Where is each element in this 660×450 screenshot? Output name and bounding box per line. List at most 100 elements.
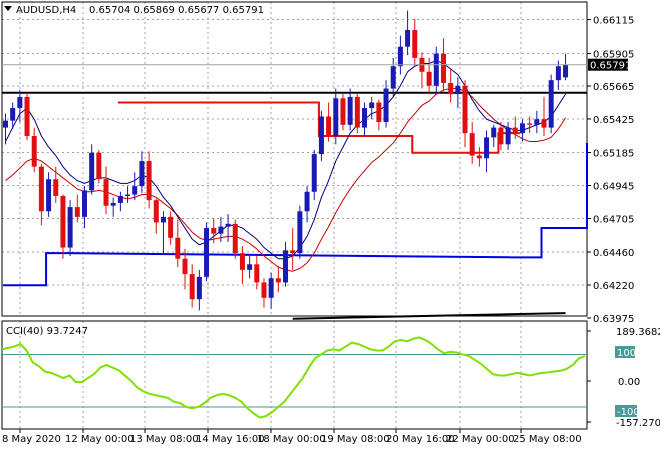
candle-body <box>505 127 511 145</box>
candle-body <box>139 161 145 187</box>
candle-body <box>347 96 353 125</box>
price-pane[interactable] <box>1 1 588 320</box>
dropdown-triangle-icon[interactable] <box>4 6 12 11</box>
candle-body <box>254 264 260 283</box>
candle-body <box>527 123 533 125</box>
time-tick-label: 8 May 2020 <box>2 434 61 445</box>
current-price-tag-bg <box>588 58 628 71</box>
time-tick-label: 20 May 16:00 <box>386 434 455 445</box>
trend-line[interactable] <box>292 312 566 320</box>
price-tick-label: 0.65425 <box>593 115 634 126</box>
candle-body <box>311 154 317 192</box>
candle-body <box>74 207 80 217</box>
time-tick-label: 14 May 16:00 <box>196 434 265 445</box>
time-tick-label: 22 May 00:00 <box>446 434 515 445</box>
blue-step-segment <box>3 142 588 287</box>
price-tick-label: 0.65185 <box>593 149 634 160</box>
candle-body <box>433 53 439 86</box>
candle-body <box>103 179 109 206</box>
candle-body <box>160 216 166 223</box>
candle-body <box>412 29 418 58</box>
candle-body <box>369 102 375 109</box>
price-tick-label: 0.65665 <box>593 82 634 93</box>
cci-pane-frame <box>1 320 588 430</box>
candle-body <box>519 123 525 134</box>
candle-body <box>512 127 518 134</box>
candle-body <box>333 98 339 136</box>
candle-body <box>548 80 554 128</box>
price-tick-label: 0.64460 <box>593 248 634 259</box>
candle-body <box>3 120 8 128</box>
candle-body <box>376 102 382 123</box>
candle-body <box>247 264 253 270</box>
candle-body <box>189 274 195 300</box>
candle-body <box>426 71 432 86</box>
price-tick-label: 0.65905 <box>593 50 634 61</box>
candle-body <box>153 200 159 223</box>
candle-body <box>448 82 454 95</box>
candle-body <box>326 116 332 136</box>
candle-body <box>117 195 123 203</box>
candle-body <box>89 152 95 191</box>
ohlc-label: 0.65704 0.65869 0.65677 0.65791 <box>89 5 264 16</box>
grid-lines <box>2 2 587 429</box>
price-tick-label: 0.64705 <box>593 215 634 226</box>
cci-level-tag-bg <box>615 405 637 417</box>
candle-body <box>290 250 296 254</box>
candle-body <box>555 66 561 81</box>
time-tick-label: 25 May 08:00 <box>513 434 582 445</box>
candle-body <box>340 98 346 125</box>
candle-body <box>297 211 303 254</box>
candle-body <box>175 237 181 259</box>
price-tick-label: 0.66115 <box>593 16 634 27</box>
candle-body <box>132 186 138 195</box>
candle-body <box>196 276 202 300</box>
current-price-tag: 0.65791 <box>588 58 631 72</box>
candle-body <box>168 216 174 238</box>
cci-label: CCI(40) 93.7247 <box>6 326 88 337</box>
candle-body <box>53 179 59 196</box>
candle-body <box>440 53 446 83</box>
candle-body <box>268 278 274 298</box>
candle-body <box>563 64 569 78</box>
candle-body <box>31 135 37 167</box>
candle-body <box>24 96 30 136</box>
price-tick-label: 0.64220 <box>593 281 634 292</box>
time-tick-label: 19 May 08:00 <box>321 434 390 445</box>
candle-body <box>484 137 490 159</box>
candle-body <box>261 282 267 298</box>
candle-body <box>405 29 411 47</box>
cci-tick-label: -157.2704 <box>616 418 660 429</box>
candle-body <box>318 116 324 155</box>
candle-body <box>125 194 131 196</box>
candles <box>3 10 569 311</box>
cci-tick-label: 0.00 <box>618 377 640 388</box>
candle-body <box>67 207 73 248</box>
candle-body <box>110 202 116 206</box>
cci-tick-label: -100 <box>617 407 640 418</box>
candle-body <box>469 133 475 156</box>
price-axis: 0.66115 0.65905 0.65665 0.65425 0.65185 0.649… <box>587 16 634 325</box>
cci-tick-label: 189.3682 <box>616 327 660 338</box>
chart-header: AUDUSD,H4 0.65704 0.65869 0.65677 0.6579… <box>4 5 264 16</box>
candle-body <box>275 278 281 283</box>
candle-body <box>354 96 360 128</box>
candle-body <box>38 166 44 212</box>
candle-body <box>10 108 16 121</box>
cci-pane[interactable]: CCI(40) 93.7247 <box>1 320 588 430</box>
candle-body <box>383 88 389 123</box>
candle-body <box>397 46 403 67</box>
candle-body <box>283 250 289 283</box>
candle-body <box>60 195 66 248</box>
time-tick-label: 12 May 00:00 <box>65 434 134 445</box>
candle-body <box>362 108 367 128</box>
candle-body <box>46 179 52 212</box>
cci-axis: 189.3682 100 0.00 -100-157.2704 <box>587 327 660 429</box>
price-tick-label: 0.64945 <box>593 182 634 193</box>
current-price-tag-text: 0.65791 <box>590 61 631 72</box>
candle-body <box>541 119 547 128</box>
cci-tick-label: 100 <box>617 348 636 359</box>
candle-body <box>81 190 87 217</box>
